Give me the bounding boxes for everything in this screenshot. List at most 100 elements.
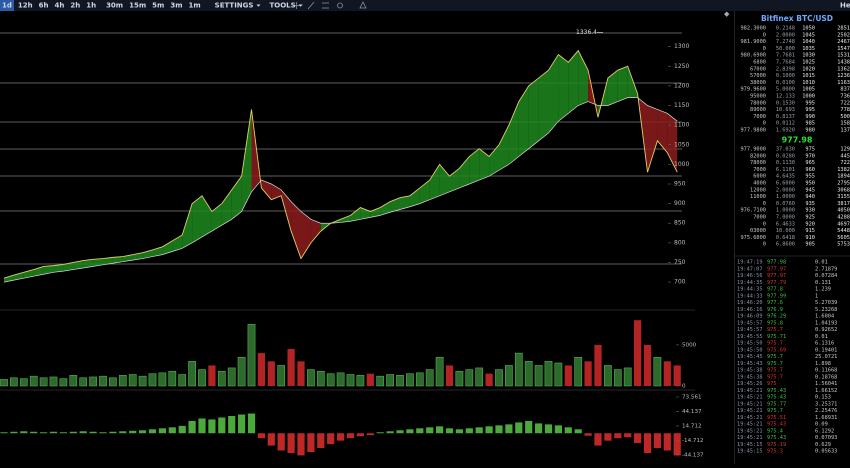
price-band (479, 148, 490, 181)
icon-draw[interactable] (337, 2, 343, 9)
bar (594, 344, 602, 386)
period-button[interactable]: 2h (70, 2, 80, 10)
book-cell: 57000 (750, 73, 766, 79)
book-cell: 11000 (750, 194, 766, 200)
book-cell: 7.0000 (776, 215, 795, 221)
book-cell: 7000 (753, 114, 766, 120)
trade-time: 19:45:50 (737, 341, 763, 347)
period-button[interactable]: 30m (106, 2, 123, 10)
y-tick-label: 850 (674, 220, 686, 227)
bar (277, 433, 285, 451)
bar (445, 428, 454, 434)
book-cell: 0.0112 (776, 121, 795, 127)
icon-line[interactable] (307, 1, 315, 10)
y-tick-label: 1250 (674, 63, 689, 70)
bar (564, 365, 572, 386)
price-band (271, 183, 282, 200)
book-cell: 2.8398 (776, 66, 795, 72)
book-cell: 930 (805, 208, 815, 214)
bar (89, 431, 97, 434)
trade-time: 19:45:26 (737, 381, 763, 387)
trade-time: 19:45:38 (737, 368, 763, 374)
price-band (607, 70, 618, 106)
bar (663, 433, 671, 451)
period-button[interactable]: 4h (54, 2, 64, 10)
book-cell: 0 (763, 221, 766, 227)
trade-amount: 1.68931 (815, 415, 837, 421)
bar (257, 353, 265, 386)
book-cell: 2467 (837, 39, 850, 45)
book-cell: 925 (805, 215, 815, 221)
trade-time: 19:45:21 (737, 388, 763, 394)
trade-amount: 3.25371 (815, 401, 837, 407)
period-button[interactable]: 1d (2, 2, 12, 10)
trade-amount: 5.23268 (815, 307, 837, 313)
price-band (489, 144, 499, 177)
menu-button[interactable]: SETTINGS (215, 2, 254, 10)
book-cell: 940 (805, 194, 815, 200)
book-cell: 837 (840, 87, 850, 93)
period-button[interactable]: 15m (129, 2, 146, 10)
tool-icons[interactable] (293, 1, 367, 10)
book-cell: 2851 (837, 26, 850, 32)
period-button[interactable]: 1h (86, 2, 96, 10)
menu-button[interactable]: TOOLS (269, 2, 295, 10)
icon-alert[interactable] (359, 1, 367, 9)
bar (178, 374, 187, 387)
book-cell: 89000 (750, 107, 766, 113)
bar (436, 426, 444, 434)
trade-price: 975.43 (767, 422, 786, 428)
bar (178, 425, 186, 434)
icon-settings[interactable]: ◆ (724, 10, 730, 18)
price-band (568, 50, 579, 114)
trade-price: 977.97 (767, 266, 786, 272)
book-cell: 1894 (837, 174, 850, 180)
bar (465, 428, 473, 434)
bar (138, 375, 147, 387)
book-cell: 1015 (802, 73, 815, 79)
toolbar (0, 0, 850, 11)
bar (10, 431, 18, 434)
bar (316, 370, 325, 387)
bar (574, 429, 582, 434)
book-cell: 1050 (802, 26, 815, 32)
period-button[interactable]: 3m (170, 2, 182, 10)
period-button[interactable]: 12h (18, 2, 33, 10)
book-cell: 38000 (750, 80, 766, 86)
book-cell: 6.6000 (776, 181, 795, 187)
trade-time: 19:45:43 (737, 361, 763, 367)
trade-price: 975.77 (767, 401, 786, 407)
period-button[interactable]: 6h (39, 2, 49, 10)
book-cell: 5.0000 (776, 87, 795, 93)
bar (148, 429, 157, 434)
price-band (103, 257, 113, 265)
bar (554, 425, 562, 434)
book-cell: 1.0000 (776, 208, 795, 214)
bar (505, 424, 513, 434)
bar (346, 374, 355, 387)
price-band (578, 50, 589, 106)
trade-time: 19:45:21 (737, 415, 763, 421)
bar (514, 352, 523, 387)
book-cell: 0.0760 (776, 201, 795, 207)
bar (584, 433, 592, 436)
trade-amount: 0.19401 (815, 347, 837, 353)
trade-price: 975.43 (767, 395, 786, 401)
book-cell: 7.2748 (776, 39, 795, 45)
book-cell: 1035 (802, 46, 815, 52)
bar (148, 373, 157, 387)
bar (307, 369, 315, 387)
trade-amount: 0.131 (815, 280, 831, 286)
bar (129, 430, 137, 434)
book-cell: 6000 (753, 174, 766, 180)
y-tick-label: 900 (674, 200, 686, 207)
menu-caret (298, 4, 303, 7)
menu-caret (256, 4, 261, 7)
period-button[interactable]: 5m (152, 2, 164, 10)
period-button[interactable]: 1m (189, 2, 201, 10)
trade-time: 19:46:20 (737, 300, 763, 306)
book-cell: 0 (763, 201, 766, 207)
bar (69, 431, 77, 434)
bar (623, 367, 632, 387)
price-band (261, 180, 272, 200)
